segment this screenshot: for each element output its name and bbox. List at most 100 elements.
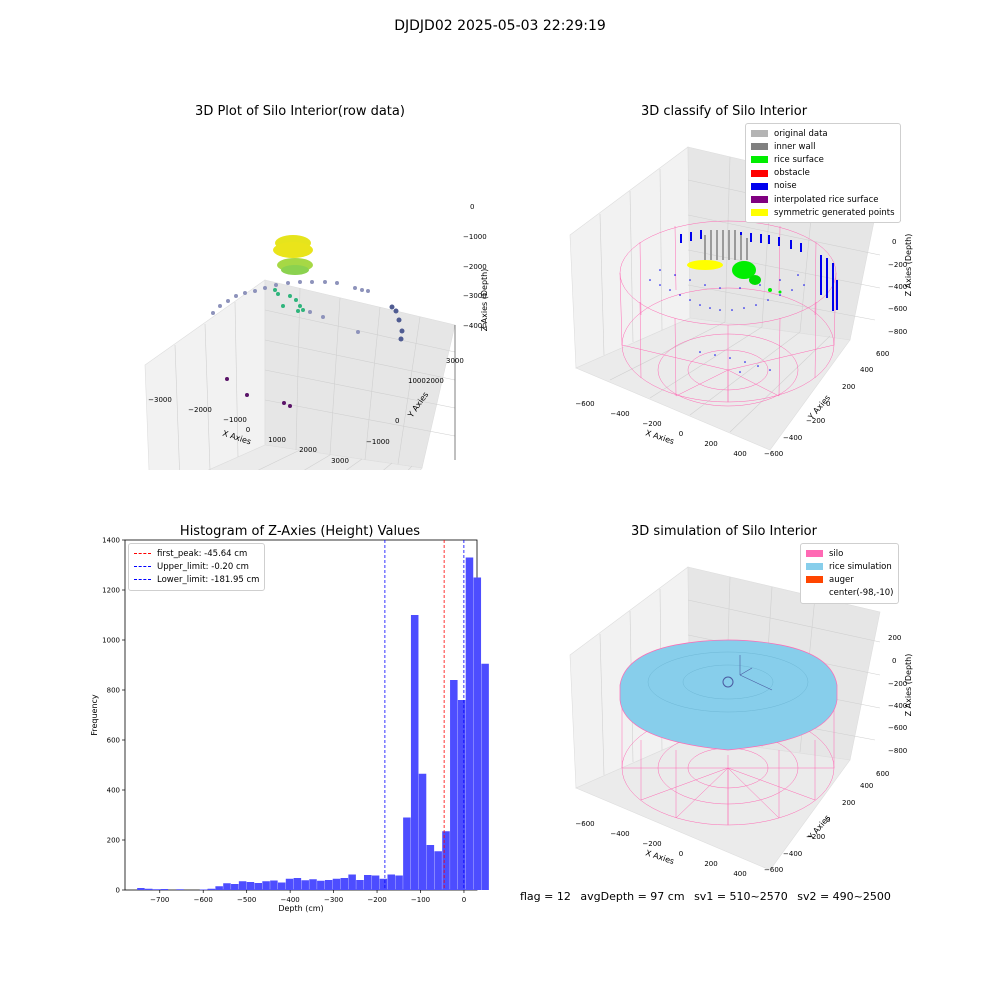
histogram-x-tick: −700 — [150, 896, 169, 904]
raw-y-tick: −1000 — [366, 438, 390, 446]
legend-item-rice-surface: rice surface — [751, 153, 895, 166]
legend-item-noise: noise — [751, 180, 895, 193]
simulation-y-tick: 600 — [876, 770, 889, 778]
raw-y-tick: 1000 — [408, 377, 426, 385]
histogram-bar — [152, 889, 161, 890]
histogram-bar — [317, 880, 325, 890]
raw-z-label: Z Axies (Depth) — [480, 269, 489, 332]
legend-line — [134, 566, 151, 568]
histogram-bar — [348, 874, 356, 890]
classify-y-tick: −400 — [783, 434, 802, 442]
raw-z-tick: −4000 — [463, 322, 487, 330]
legend-item-symmetric: symmetric generated points — [751, 206, 895, 219]
histogram-y-tick: 1200 — [102, 587, 120, 595]
simulation-z-tick: 0 — [892, 657, 896, 665]
classify-x-tick: 0 — [679, 430, 683, 438]
raw-z-tick: −3000 — [463, 292, 487, 300]
simulation-x-tick: −200 — [642, 840, 661, 848]
histogram-x-label: Depth (cm) — [278, 904, 323, 913]
histogram-bar — [403, 817, 411, 890]
classify-inner-wall-points — [704, 230, 748, 260]
legend-item-auger: auger — [806, 573, 893, 586]
classify-silo-mesh — [619, 220, 837, 407]
histogram-bar — [262, 881, 270, 890]
legend-swatch — [751, 130, 768, 138]
histogram-x-tick: 0 — [462, 896, 466, 904]
histogram-bar — [426, 845, 435, 890]
classify-y-tick: 200 — [842, 383, 855, 391]
histogram-bar — [481, 663, 489, 890]
raw-y-tick: 3000 — [446, 357, 464, 365]
raw-axes-panes — [144, 279, 456, 470]
simulation-x-tick: 400 — [733, 870, 746, 878]
histogram-x-tick: −400 — [281, 896, 300, 904]
histogram-y-tick: 1400 — [102, 537, 120, 545]
raw-3d-plot[interactable]: 0 −1000 −2000 −3000 −4000 Z Axies (Depth… — [0, 130, 500, 470]
classify-x-tick: −600 — [575, 400, 594, 408]
histogram-x-tick: −100 — [411, 896, 430, 904]
classify-y-tick: −200 — [806, 417, 825, 425]
histogram-bar — [285, 878, 294, 890]
classify-z-tick: −600 — [888, 305, 907, 313]
flag-value: flag = 12 — [520, 890, 571, 903]
simulation-x-tick: −400 — [610, 830, 629, 838]
histogram-bars — [137, 557, 489, 890]
classify-x-label: X Axies — [644, 428, 675, 446]
histogram-y-tick: 0 — [116, 887, 120, 895]
legend-item-obstacle: obstacle — [751, 167, 895, 180]
simulation-x-tick: 0 — [679, 850, 683, 858]
classify-z-tick: 0 — [892, 238, 896, 246]
legend-swatch — [751, 182, 768, 190]
simulation-x-tick: 200 — [704, 860, 717, 868]
histogram-bar — [207, 888, 216, 890]
simulation-x-label: X Axies — [644, 848, 675, 866]
figure-title: DJDJD02 2025-05-03 22:29:19 — [394, 18, 606, 34]
raw-x-tick: −1000 — [223, 416, 247, 424]
histogram-vlines — [384, 540, 465, 890]
classify-z-tick: −200 — [888, 261, 907, 269]
histogram-bar — [246, 882, 255, 890]
histogram-y-tick: 800 — [107, 687, 120, 695]
simulation-y-tick: −600 — [764, 866, 783, 874]
histogram-chart[interactable]: −700 −600 −500 −400 −300 −200 −100 0 0 200 400 600… — [0, 530, 500, 920]
raw-z-tick: −1000 — [463, 233, 487, 241]
legend-item-first-peak: first_peak: -45.64 cm — [134, 547, 259, 560]
simulation-z-label: Z Axies (Depth) — [904, 654, 913, 717]
histogram-bar — [434, 851, 442, 890]
histogram-bar — [379, 878, 388, 890]
simulation-3d-plot[interactable]: −600 −400 −200 0 200 400 X Axies −600 −4… — [500, 550, 1000, 880]
classify-z-label: Z Axies (Depth) — [904, 234, 913, 297]
histogram-bar — [301, 880, 309, 890]
histogram-bar — [144, 888, 153, 890]
raw-x-tick: 0 — [246, 426, 250, 434]
histogram-bar — [324, 880, 333, 890]
simulation-z-tick: −400 — [888, 702, 907, 710]
histogram-bar — [465, 557, 474, 890]
histogram-bar — [356, 880, 364, 890]
legend-item-inner-wall: inner wall — [751, 140, 895, 153]
simulation-z-tick: −200 — [888, 680, 907, 688]
classify-noise-points — [649, 230, 838, 373]
legend-swatch — [751, 209, 768, 217]
histogram-x-tick: −300 — [324, 896, 343, 904]
histogram-bar — [254, 883, 263, 890]
legend-item-rice-simulation: rice simulation — [806, 560, 893, 573]
simulation-y-tick: −200 — [806, 833, 825, 841]
classify-x-tick: −200 — [642, 420, 661, 428]
histogram-y-tick: 600 — [107, 737, 120, 745]
histogram-bar — [371, 875, 380, 890]
simulation-auger — [722, 655, 773, 691]
simulation-y-tick: 400 — [860, 782, 873, 790]
histogram-bar — [473, 577, 482, 890]
legend-line — [134, 579, 151, 581]
raw-x-tick: 1000 — [268, 436, 286, 444]
legend-item-original-data: original data — [751, 127, 895, 140]
simulation-rice-surface — [619, 639, 838, 751]
raw-y-tick: 0 — [395, 417, 399, 425]
histogram-bar — [387, 874, 396, 890]
histogram-bar — [137, 888, 145, 890]
histogram-bar — [332, 878, 341, 890]
raw-plot-title: 3D Plot of Silo Interior(row data) — [195, 104, 405, 119]
legend-item-center: center(-98,-10) — [806, 587, 893, 600]
simulation-y-tick: 200 — [842, 799, 855, 807]
